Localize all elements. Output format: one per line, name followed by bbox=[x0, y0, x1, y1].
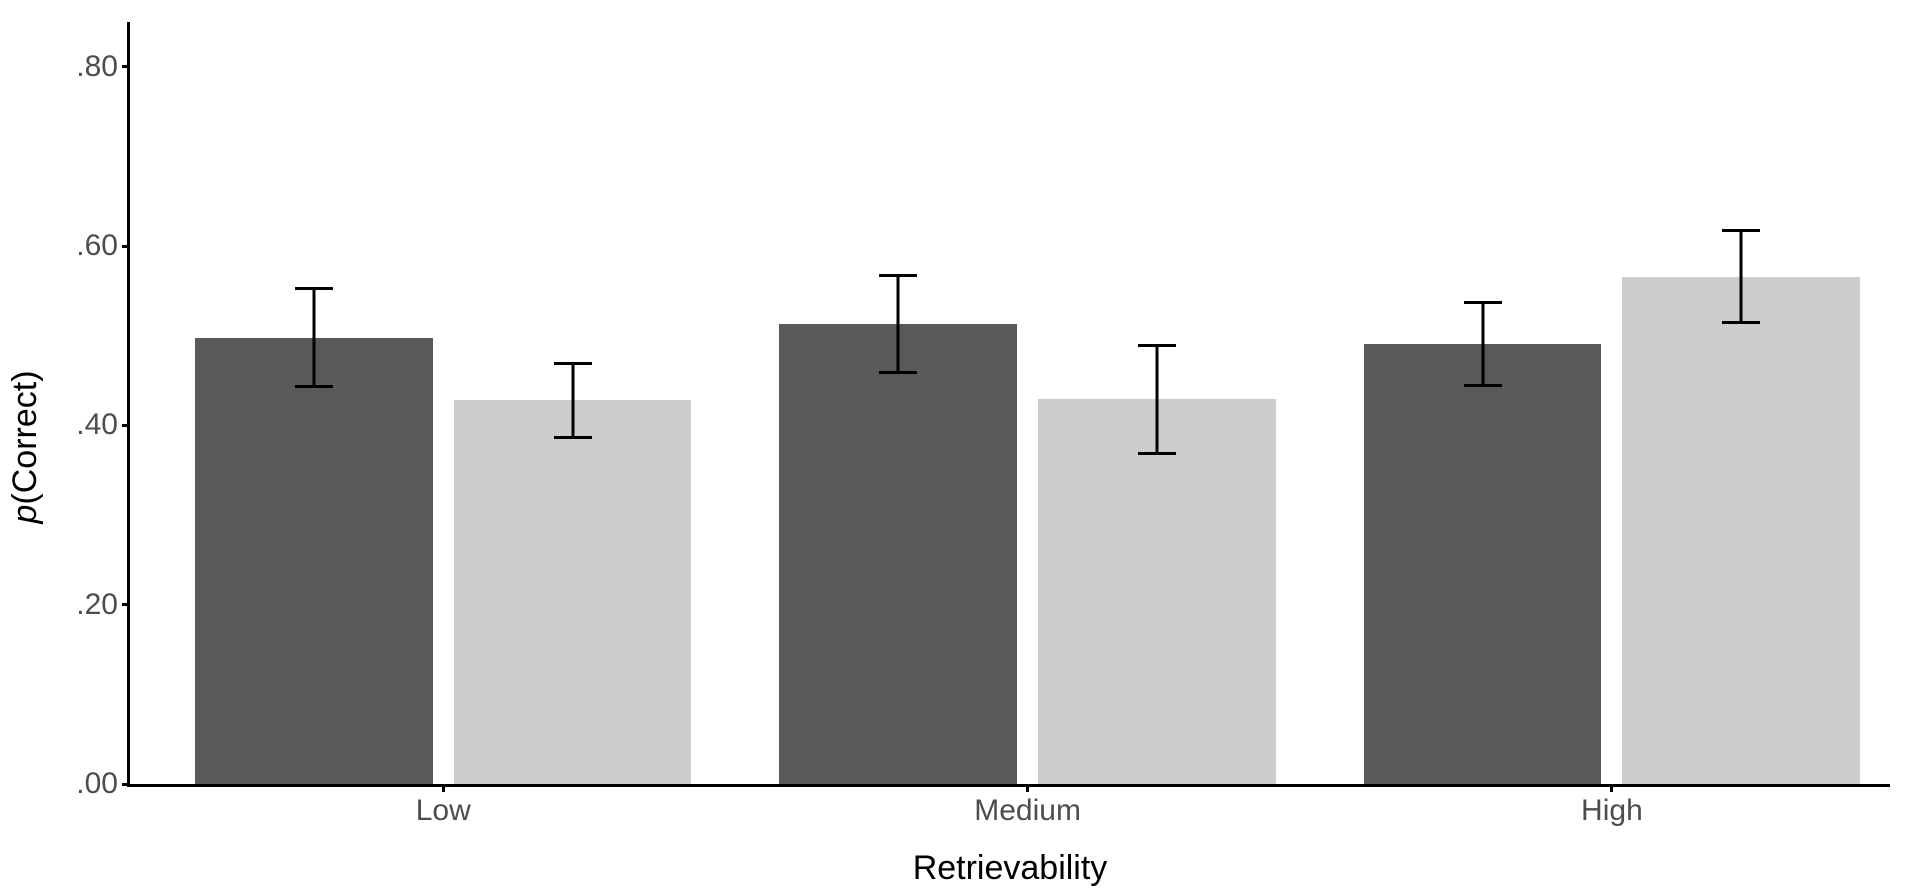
bar bbox=[1622, 277, 1860, 784]
bar bbox=[195, 338, 433, 784]
x-tick-label: High bbox=[1581, 784, 1643, 828]
x-axis-label: Retrievability bbox=[130, 849, 1890, 888]
y-axis-label: p(Correct) bbox=[6, 370, 45, 523]
y-tick-label: .80 bbox=[76, 50, 130, 84]
y-axis-label-suffix: (Correct) bbox=[6, 370, 44, 504]
y-axis-line bbox=[127, 22, 130, 787]
bar bbox=[454, 400, 692, 784]
x-tick-label: Medium bbox=[974, 784, 1081, 828]
y-tick-label: .00 bbox=[76, 767, 130, 801]
bar bbox=[779, 324, 1017, 784]
x-tick-label: Low bbox=[416, 784, 471, 828]
bar bbox=[1364, 344, 1602, 784]
y-tick-label: .20 bbox=[76, 588, 130, 622]
bar bbox=[1038, 399, 1276, 784]
y-axis-label-italic: p bbox=[6, 505, 44, 524]
plot-area: .00.20.40.60.80LowMediumHigh bbox=[130, 22, 1890, 784]
bar-chart: p(Correct) Retrievability RestudyTesting… bbox=[0, 0, 1915, 894]
y-tick-label: .40 bbox=[76, 408, 130, 442]
y-tick-label: .60 bbox=[76, 229, 130, 263]
